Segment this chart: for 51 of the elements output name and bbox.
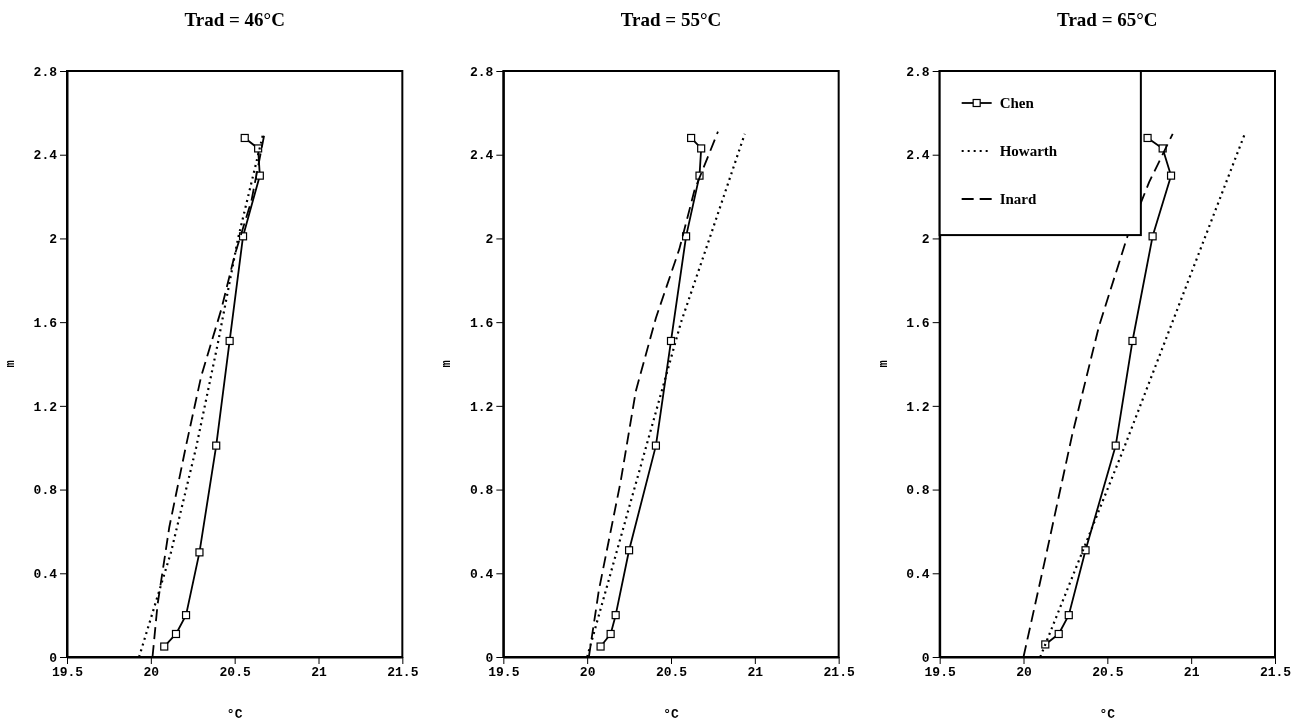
x-tick-label: 20 [579,665,596,681]
y-tick-label: 2.4 [906,148,930,164]
x-tick-label: 20.5 [1092,665,1124,681]
legend-label: Howarth [999,143,1058,159]
y-tick-label: 2.4 [33,148,58,164]
y-axis-title: m [4,360,18,368]
chart-title: Trad = 55°C [620,9,722,30]
x-tick-label: 20.5 [219,665,251,681]
x-tick-label: 20.5 [655,665,688,681]
y-tick-label: 0 [49,650,58,666]
x-tick-label: 19.5 [51,665,84,681]
y-tick-label: 1.2 [469,399,494,415]
x-tick-label: 21.5 [387,665,419,681]
y-tick-label: 2.8 [906,64,930,80]
x-tick-label: 19.5 [924,665,956,681]
y-tick-label: 0.8 [33,483,58,499]
x-axis-title: °C [1099,707,1116,722]
y-tick-label: 2 [49,232,58,248]
y-axis-title: m [440,360,455,368]
x-tick-label: 21.5 [823,665,855,681]
x-tick-label: 21.5 [1259,665,1292,681]
y-tick-label: 2.4 [469,148,494,164]
y-tick-label: 0.4 [469,566,494,582]
y-tick-label: 0 [485,650,494,666]
y-tick-label: 0.8 [469,483,494,499]
y-tick-label: 0.8 [906,483,930,499]
x-tick-label: 20 [143,665,160,681]
x-axis-title: °C [663,707,679,722]
chart-title: Trad = 46°C [184,9,285,30]
y-tick-label: 2.8 [469,64,494,80]
y-tick-label: 2 [921,232,930,248]
x-axis-title: °C [226,707,243,722]
y-tick-label: 0 [921,650,930,666]
y-tick-label: 2 [485,232,494,248]
legend-label: Inard [999,191,1037,207]
y-axis-title: m [876,360,891,368]
y-tick-label: 1.6 [469,315,494,331]
x-tick-label: 21 [747,665,764,681]
legend-label: Chen [999,95,1035,111]
y-tick-label: 2.8 [33,64,58,80]
x-tick-label: 19.5 [488,665,520,681]
y-tick-label: 1.2 [33,399,58,415]
y-tick-label: 1.6 [906,315,930,331]
x-tick-label: 20 [1016,665,1032,681]
x-tick-label: 21 [1183,665,1200,681]
chart-title: Trad = 65°C [1057,9,1158,30]
y-tick-label: 1.2 [906,399,930,415]
x-tick-label: 21 [311,665,327,681]
y-tick-label: 0.4 [33,566,58,582]
y-tick-label: 0.4 [906,566,930,582]
y-tick-label: 1.6 [33,315,58,331]
